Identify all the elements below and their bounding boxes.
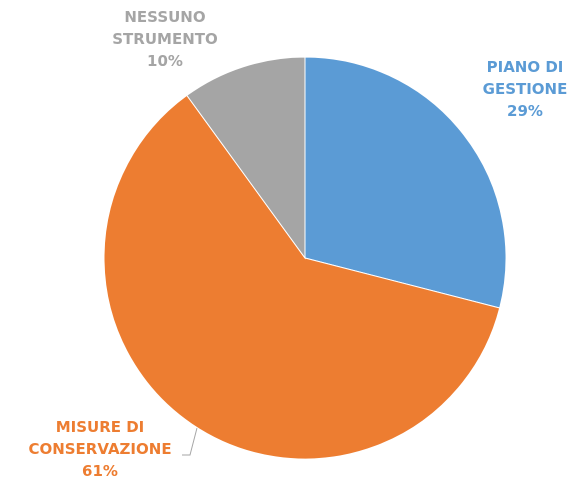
category-name: PIANO DI GESTIONE <box>482 58 568 98</box>
pie-slice <box>186 56 306 260</box>
slice-label: NESSUNO STRUMENTO 10% <box>112 6 217 72</box>
pie-slice <box>304 56 507 309</box>
value-label: 10% <box>147 52 183 70</box>
category-name: NESSUNO STRUMENTO <box>112 8 218 48</box>
leader-line <box>182 427 198 456</box>
value-label: 61% <box>82 462 118 480</box>
pie-slice <box>103 94 501 460</box>
value-label: 29% <box>507 102 543 120</box>
slice-label: MISURE DI CONSERVAZIONE 61% <box>28 416 171 482</box>
category-name: MISURE DI CONSERVAZIONE <box>28 418 172 458</box>
slice-label: PIANO DI GESTIONE 29% <box>483 56 568 122</box>
